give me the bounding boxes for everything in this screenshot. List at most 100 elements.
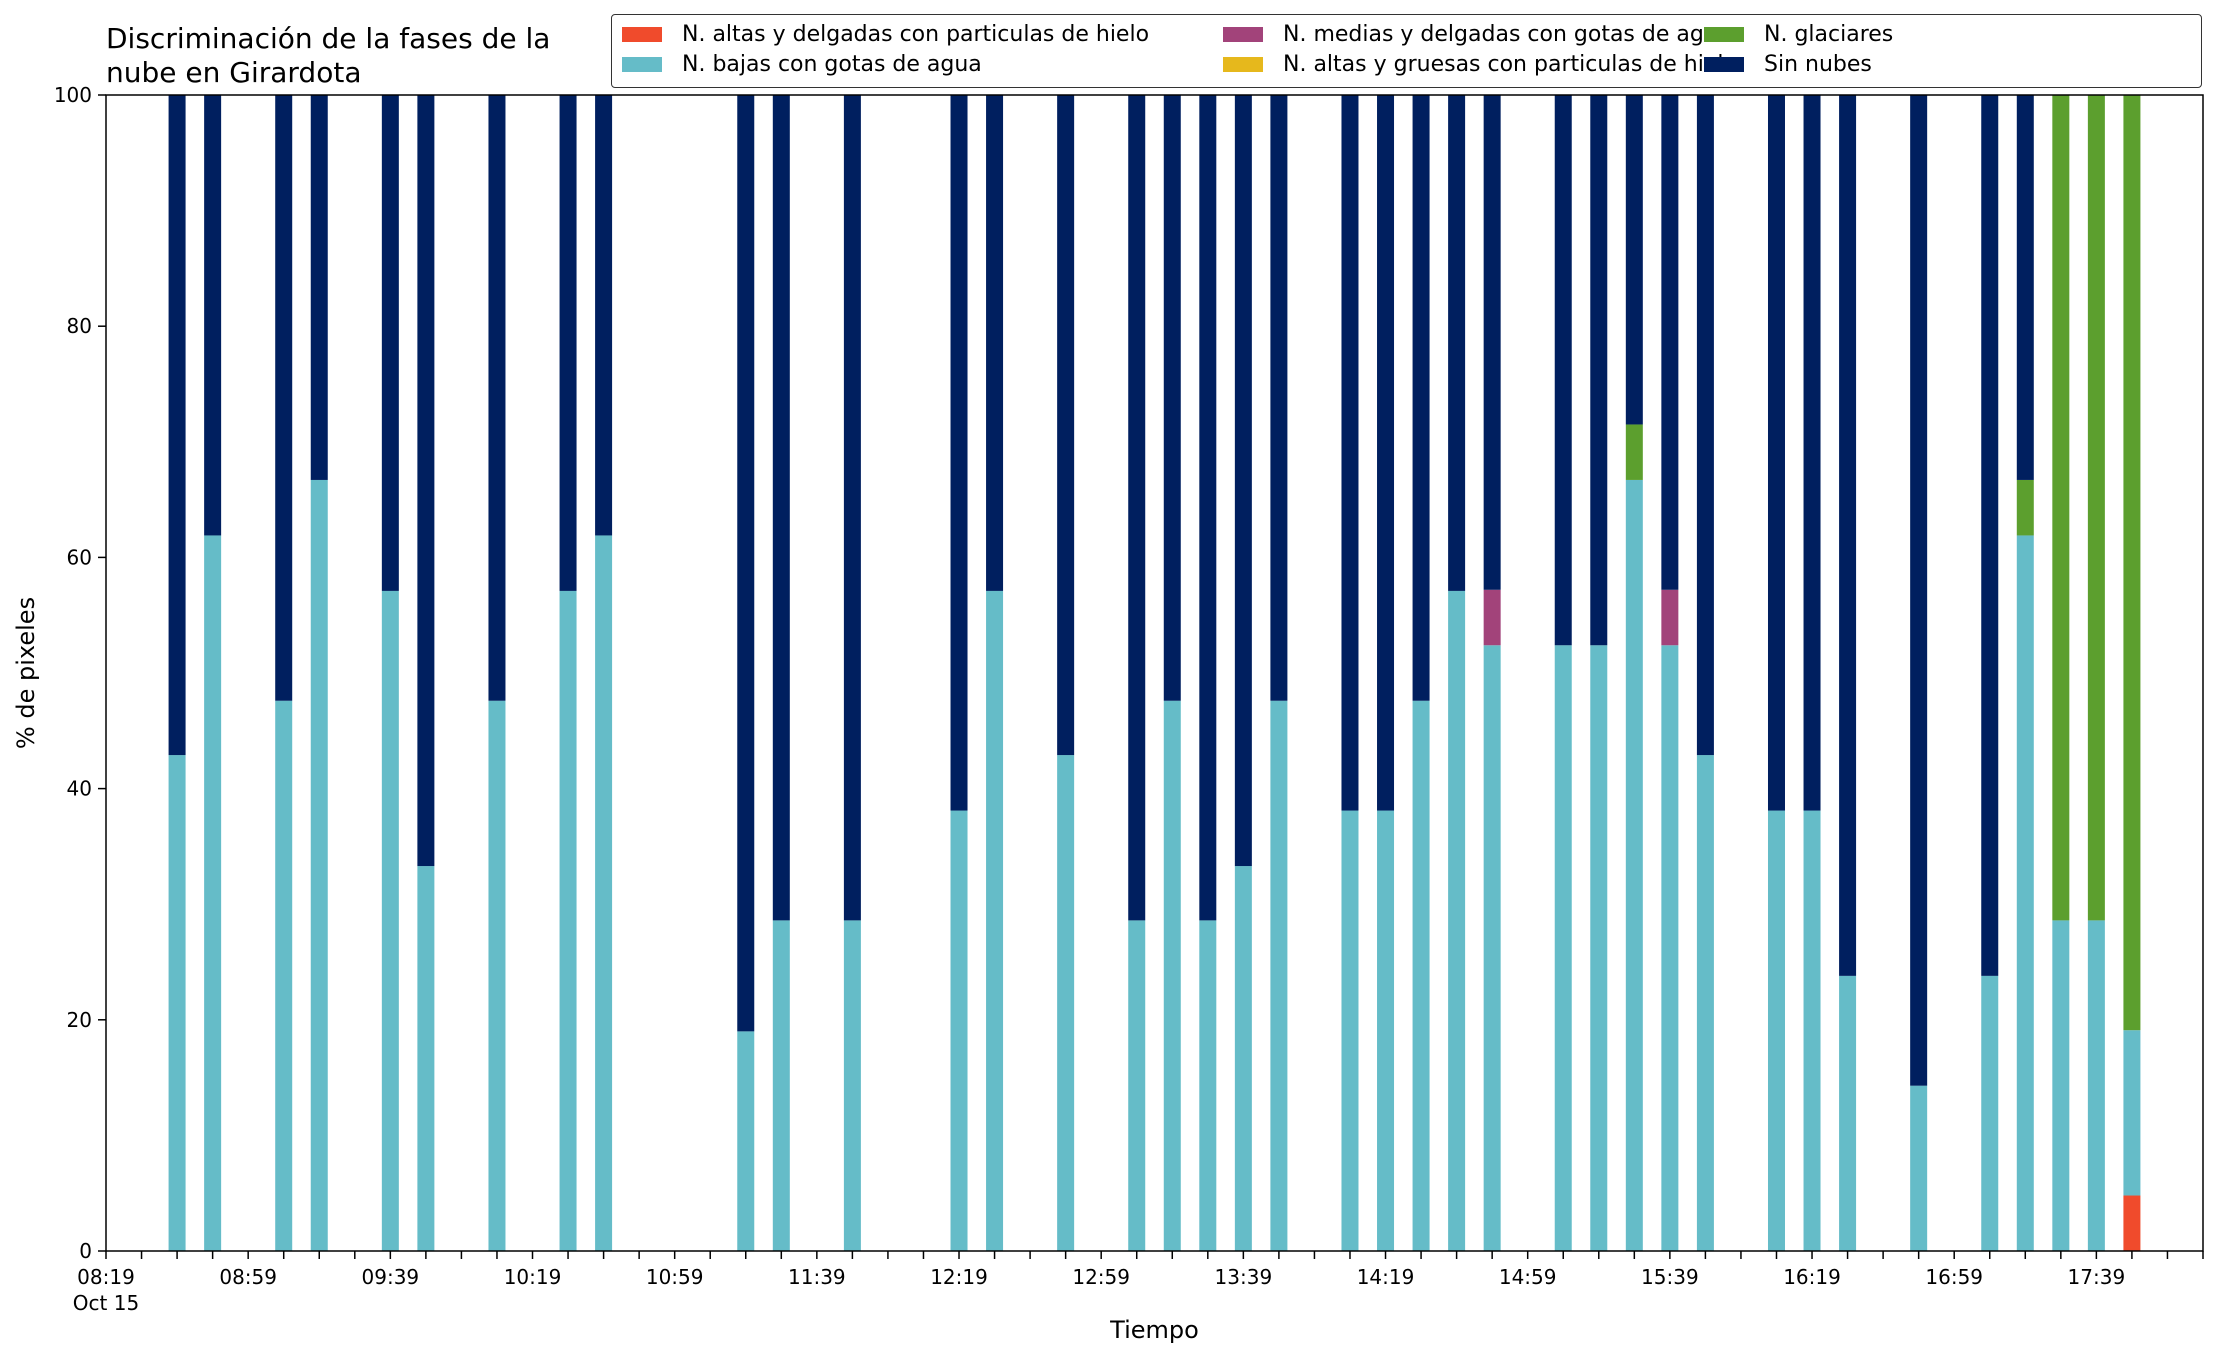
bar-n-bajas-con-gotas-de-agua-1709 xyxy=(1981,975,1999,1251)
bar-n-bajas-con-gotas-de-agua-1349 xyxy=(1270,700,1288,1251)
bar-sin-nubes-1149 xyxy=(843,95,861,921)
bar-n-bajas-con-gotas-de-agua-1129 xyxy=(772,920,790,1251)
bar-sin-nubes-1419 xyxy=(1377,95,1395,811)
bar-sin-nubes-1339 xyxy=(1234,95,1252,867)
bar-n-bajas-con-gotas-de-agua-1449 xyxy=(1483,645,1501,1251)
bar-sin-nubes-1629 xyxy=(1839,95,1857,976)
legend-swatch xyxy=(1223,26,1263,42)
chart-title: Discriminación de la fases de la nube en … xyxy=(106,22,551,89)
bar-sin-nubes-0919 xyxy=(310,95,328,480)
bar-sin-nubes-1709 xyxy=(1981,95,1999,976)
bar-sin-nubes-1029 xyxy=(559,95,577,591)
legend-swatch xyxy=(1704,56,1744,72)
bar-n-glaciares-1729 xyxy=(2052,95,2070,921)
bar-sin-nubes-1649 xyxy=(1910,95,1928,1086)
bar-n-medias-y-delgadas-con-gotas-de-agua-1539 xyxy=(1661,589,1679,646)
y-tick-label: 40 xyxy=(67,777,92,801)
bar-sin-nubes-1539 xyxy=(1661,95,1679,590)
bar-sin-nubes-1719 xyxy=(2016,95,2034,480)
x-tick-label: 16:19 xyxy=(1783,1265,1841,1289)
bar-n-bajas-con-gotas-de-agua-1729 xyxy=(2052,920,2070,1251)
bar-n-bajas-con-gotas-de-agua-0849 xyxy=(204,535,222,1251)
bar-sin-nubes-1449 xyxy=(1483,95,1501,590)
bar-n-medias-y-delgadas-con-gotas-de-agua-1449 xyxy=(1483,589,1501,646)
x-tick-label: 08:19 xyxy=(77,1265,135,1289)
x-tick-label: 10:19 xyxy=(504,1265,562,1289)
legend-item-n-glaciares: N. glaciares xyxy=(1704,19,1893,49)
legend-label: N. altas y gruesas con particulas de hie… xyxy=(1283,51,1737,77)
y-tick-label: 20 xyxy=(67,1008,92,1032)
bar-sin-nubes-1619 xyxy=(1803,95,1821,811)
bar-n-bajas-con-gotas-de-agua-0839 xyxy=(168,755,186,1251)
x-tick-label: 12:59 xyxy=(1072,1265,1130,1289)
x-tick-label: 14:19 xyxy=(1357,1265,1415,1289)
bar-n-bajas-con-gotas-de-agua-1739 xyxy=(2087,920,2105,1251)
bar-n-glaciares-1529 xyxy=(1625,424,1643,480)
bar-n-bajas-con-gotas-de-agua-1529 xyxy=(1625,479,1643,1251)
bar-sin-nubes-1119 xyxy=(737,95,755,1032)
legend-swatch xyxy=(622,26,662,42)
y-axis-label: % de pixeles xyxy=(12,597,40,749)
bar-n-bajas-con-gotas-de-agua-1149 xyxy=(843,920,861,1251)
x-tick-label: 16:59 xyxy=(1925,1265,1983,1289)
bar-sin-nubes-0949 xyxy=(417,95,435,867)
bar-n-bajas-con-gotas-de-agua-1439 xyxy=(1448,590,1466,1251)
bar-n-bajas-con-gotas-de-agua-1329 xyxy=(1199,920,1217,1251)
bar-sin-nubes-1039 xyxy=(595,95,613,536)
bar-n-bajas-con-gotas-de-agua-1619 xyxy=(1803,810,1821,1251)
bar-n-bajas-con-gotas-de-agua-0939 xyxy=(381,590,399,1251)
bar-n-bajas-con-gotas-de-agua-1229 xyxy=(986,590,1004,1251)
bar-sin-nubes-1009 xyxy=(488,95,506,701)
bar-n-altas-y-delgadas-con-particulas-de-hielo-1749 xyxy=(2123,1195,2141,1251)
bar-n-bajas-con-gotas-de-agua-1039 xyxy=(595,535,613,1251)
legend-label: N. glaciares xyxy=(1764,21,1894,47)
bar-n-bajas-con-gotas-de-agua-0919 xyxy=(310,479,328,1251)
bar-sin-nubes-1229 xyxy=(986,95,1004,591)
bar-n-bajas-con-gotas-de-agua-1719 xyxy=(2016,535,2034,1251)
legend-swatch xyxy=(1704,26,1744,42)
bar-sin-nubes-1509 xyxy=(1554,95,1572,646)
y-tick-label: 0 xyxy=(79,1239,92,1263)
bar-n-glaciares-1739 xyxy=(2087,95,2105,921)
x-tick-label: 09:39 xyxy=(362,1265,420,1289)
x-tick-label: 12:19 xyxy=(930,1265,988,1289)
legend-label: N. altas y delgadas con particulas de hi… xyxy=(682,21,1150,47)
bar-n-bajas-con-gotas-de-agua-1749 xyxy=(2123,1030,2141,1196)
bar-sin-nubes-1529 xyxy=(1625,95,1643,425)
legend-item-n-altas-y-delgadas-con-particulas-de-hielo: N. altas y delgadas con particulas de hi… xyxy=(622,19,1149,49)
bar-n-bajas-con-gotas-de-agua-1549 xyxy=(1696,755,1714,1251)
bar-sin-nubes-1409 xyxy=(1341,95,1359,811)
bar-sin-nubes-0939 xyxy=(381,95,399,591)
bar-n-bajas-con-gotas-de-agua-1509 xyxy=(1554,645,1572,1251)
x-tick-label: 10:59 xyxy=(646,1265,704,1289)
bar-sin-nubes-1129 xyxy=(772,95,790,921)
bar-sin-nubes-1249 xyxy=(1057,95,1075,756)
plot-frame xyxy=(105,94,2204,1252)
bar-sin-nubes-1429 xyxy=(1412,95,1430,701)
bar-n-bajas-con-gotas-de-agua-1539 xyxy=(1661,645,1679,1251)
bars-layer xyxy=(168,95,2141,1251)
x-tick-label: 08:59 xyxy=(219,1265,277,1289)
legend: N. altas y delgadas con particulas de hi… xyxy=(611,14,2202,88)
bar-sin-nubes-1609 xyxy=(1767,95,1785,811)
bar-sin-nubes-1309 xyxy=(1128,95,1146,921)
x-axis-label: Tiempo xyxy=(1109,1316,1199,1344)
legend-item-sin-nubes: Sin nubes xyxy=(1704,49,1872,79)
bar-n-bajas-con-gotas-de-agua-1609 xyxy=(1767,810,1785,1251)
bar-sin-nubes-1319 xyxy=(1163,95,1181,701)
bar-n-bajas-con-gotas-de-agua-1519 xyxy=(1590,645,1608,1251)
bar-sin-nubes-0909 xyxy=(275,95,293,701)
x-tick-label: 15:39 xyxy=(1641,1265,1699,1289)
bar-n-bajas-con-gotas-de-agua-1629 xyxy=(1839,975,1857,1251)
bar-n-bajas-con-gotas-de-agua-1119 xyxy=(737,1031,755,1251)
bar-sin-nubes-1329 xyxy=(1199,95,1217,921)
bar-n-bajas-con-gotas-de-agua-1219 xyxy=(950,810,968,1251)
bar-sin-nubes-1219 xyxy=(950,95,968,811)
x-tick-label: 14:59 xyxy=(1499,1265,1557,1289)
bar-n-bajas-con-gotas-de-agua-1429 xyxy=(1412,700,1430,1251)
y-tick-label: 100 xyxy=(54,83,92,107)
x-tick-label: 11:39 xyxy=(788,1265,846,1289)
legend-swatch xyxy=(622,56,662,72)
legend-label: N. medias y delgadas con gotas de agua xyxy=(1283,21,1732,47)
